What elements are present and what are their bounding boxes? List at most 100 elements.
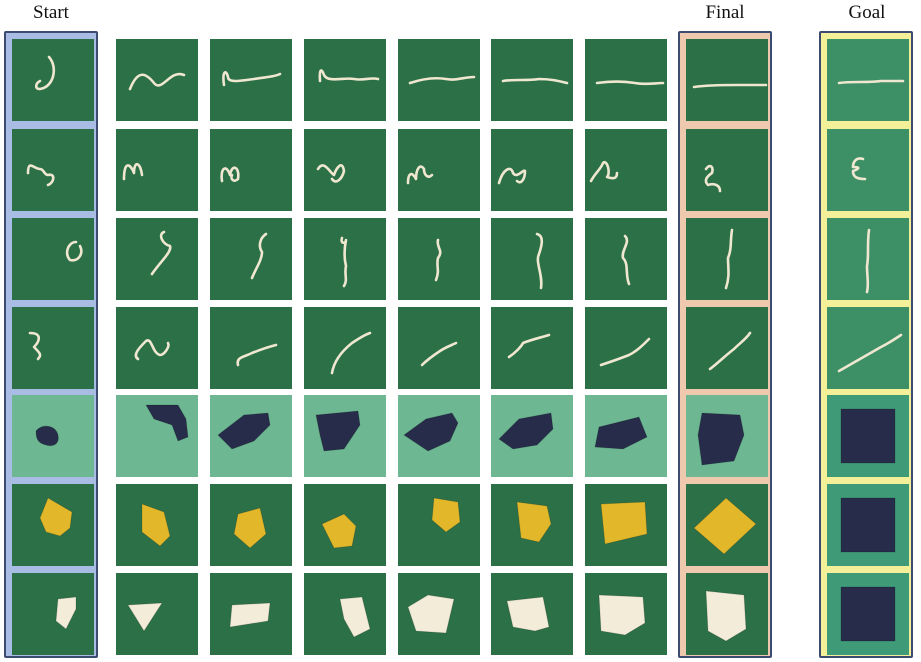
photo-navy-cloth-square-step-5: [491, 395, 573, 477]
tile-navy-cloth-square-goal: [827, 395, 909, 477]
tile-rope-vertical-step-6: [585, 218, 667, 300]
tile-rope-diagonal-step-3: [304, 307, 386, 389]
rope-object: [851, 157, 867, 181]
tile-rope-straighten-step-5: [491, 39, 573, 121]
rope-object: [535, 232, 544, 290]
cloth-object: [697, 412, 745, 466]
rope-object: [65, 240, 83, 262]
photo-yellow-cloth-square-step-1: [116, 484, 198, 566]
tile-rope-diagonal-goal: [827, 307, 909, 389]
photo-rope-e-shape-step-1: [116, 129, 198, 211]
photo-yellow-cloth-square-final: [686, 484, 768, 566]
tile-navy-cloth-square-final: [686, 395, 768, 477]
felt-background: [491, 129, 573, 211]
cloth-object: [403, 412, 459, 452]
tile-rope-straighten-start: [12, 39, 94, 121]
rope-object: [316, 164, 346, 183]
photo-rope-vertical-start: [12, 218, 94, 300]
photo-rope-diagonal-step-4: [398, 307, 480, 389]
tile-yellow-cloth-square-step-5: [491, 484, 573, 566]
tile-rope-diagonal-step-5: [491, 307, 573, 389]
rope-object: [318, 69, 380, 83]
felt-background: [12, 129, 94, 211]
tile-rope-diagonal-step-6: [585, 307, 667, 389]
rope-object: [150, 230, 172, 276]
photo-rope-diagonal-step-5: [491, 307, 573, 389]
felt-background: [210, 218, 292, 300]
photo-yellow-cloth-square-step-6: [585, 484, 667, 566]
felt-background: [116, 129, 198, 211]
tile-rope-vertical-step-1: [116, 218, 198, 300]
rope-object: [220, 166, 240, 183]
tile-rope-vertical-step-2: [210, 218, 292, 300]
felt-background: [398, 39, 480, 121]
felt-background: [585, 307, 667, 389]
cloth-object: [498, 412, 554, 450]
tile-rope-vertical-step-4: [398, 218, 480, 300]
photo-rope-straighten-step-6: [585, 39, 667, 121]
felt-background: [827, 129, 909, 211]
rope-object: [497, 167, 527, 185]
cloth-object: [516, 501, 552, 543]
photo-navy-cloth-square-step-6: [585, 395, 667, 477]
rope-object: [692, 83, 768, 89]
photo-rope-straighten-start: [12, 39, 94, 121]
photo-rope-straighten-step-2: [210, 39, 292, 121]
tile-yellow-cloth-square-step-1: [116, 484, 198, 566]
rope-object: [330, 331, 372, 375]
photo-navy-cloth-square-step-1: [116, 395, 198, 477]
photo-yellow-cloth-square-goal: [827, 484, 909, 566]
photo-navy-cloth-square-final: [686, 395, 768, 477]
photo-white-cloth-square-step-4: [398, 573, 480, 655]
tile-yellow-cloth-square-step-3: [304, 484, 386, 566]
tile-rope-vertical-final: [686, 218, 768, 300]
tile-white-cloth-square-final: [686, 573, 768, 655]
rope-object: [865, 228, 871, 294]
tile-rope-e-shape-step-2: [210, 129, 292, 211]
photo-rope-straighten-step-3: [304, 39, 386, 121]
tile-rope-vertical-goal: [827, 218, 909, 300]
rope-object: [724, 228, 734, 290]
tile-rope-straighten-step-2: [210, 39, 292, 121]
tile-rope-diagonal-step-2: [210, 307, 292, 389]
cloth-object: [339, 596, 371, 638]
cloth-object: [594, 416, 648, 450]
felt-background: [116, 307, 198, 389]
tile-rope-straighten-step-6: [585, 39, 667, 121]
photo-yellow-cloth-square-start: [12, 484, 94, 566]
cloth-object: [229, 602, 271, 628]
cloth-object: [127, 602, 163, 632]
cloth-object: [217, 412, 271, 450]
felt-background: [686, 39, 768, 121]
cloth-object: [705, 590, 747, 642]
photo-rope-vertical-step-6: [585, 218, 667, 300]
tile-rope-diagonal-final: [686, 307, 768, 389]
tile-yellow-cloth-square-start: [12, 484, 94, 566]
rope-object: [34, 55, 56, 91]
photo-yellow-cloth-square-step-4: [398, 484, 480, 566]
cloth-object: [55, 596, 77, 630]
tile-rope-e-shape-start: [12, 129, 94, 211]
felt-background: [210, 307, 292, 389]
cloth-object: [141, 503, 171, 547]
tile-rope-straighten-step-4: [398, 39, 480, 121]
rope-object: [128, 72, 186, 91]
photo-rope-vertical-goal: [827, 218, 909, 300]
rope-object: [26, 164, 55, 187]
tile-rope-e-shape-goal: [827, 129, 909, 211]
photo-rope-e-shape-start: [12, 129, 94, 211]
tile-rope-e-shape-step-5: [491, 129, 573, 211]
photo-rope-diagonal-step-1: [116, 307, 198, 389]
photo-yellow-cloth-square-step-3: [304, 484, 386, 566]
tile-navy-cloth-square-step-5: [491, 395, 573, 477]
photo-white-cloth-square-step-2: [210, 573, 292, 655]
photo-navy-cloth-square-start: [12, 395, 94, 477]
felt-background: [585, 218, 667, 300]
photo-rope-vertical-step-3: [304, 218, 386, 300]
photo-rope-e-shape-goal: [827, 129, 909, 211]
photo-rope-straighten-step-4: [398, 39, 480, 121]
photo-rope-straighten-final: [686, 39, 768, 121]
felt-background: [12, 307, 94, 389]
photo-rope-straighten-step-1: [116, 39, 198, 121]
photo-white-cloth-square-goal: [827, 573, 909, 655]
